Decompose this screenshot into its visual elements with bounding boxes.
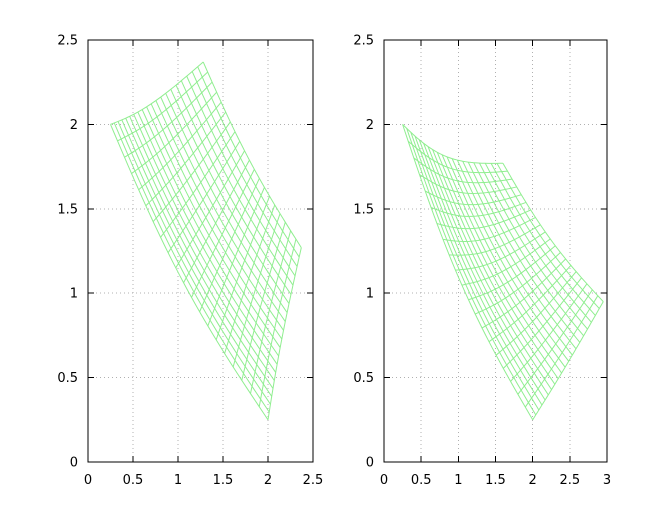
mesh-surface (402, 124, 604, 421)
mesh-column-line (146, 106, 281, 348)
mesh-row-line (258, 239, 297, 407)
mesh-column-line (150, 103, 283, 340)
mesh-column-line (406, 128, 537, 416)
mesh-column-line (418, 139, 546, 401)
mesh-column-line (446, 156, 566, 368)
mesh-row-line (138, 101, 222, 191)
x-tick-label: 0 (380, 473, 388, 488)
mesh-column-line (133, 114, 277, 373)
mesh-column-line (456, 159, 573, 356)
x-tick-label: 1 (174, 473, 182, 488)
y-tick-label: 0 (366, 456, 374, 471)
mesh-column-line (436, 152, 559, 380)
y-tick-label: 1 (366, 287, 374, 302)
mesh-column-line (402, 124, 534, 421)
x-tick-label: 0.5 (411, 473, 432, 488)
mesh-row-line (215, 196, 271, 340)
plot-frame (383, 39, 608, 463)
y-tick-label: 0 (70, 456, 78, 471)
y-tick-label: 2.5 (353, 34, 374, 49)
y-tick-label: 2 (70, 118, 78, 133)
mesh-column-line (113, 122, 270, 413)
mesh-column-line (496, 163, 600, 309)
left-plot-panel: 0 0.5 1 1.5 2 2.5 0 0.5 1 1.5 2 2.5 (57, 34, 323, 489)
mesh-column-line (451, 158, 570, 362)
mesh-column-line (125, 117, 274, 389)
mesh-column-line (141, 109, 280, 357)
mesh-column-line (170, 89, 290, 304)
right-plot-panel: 0 0.5 1 1.5 2 2.5 3 0 0.5 1 1.5 2 2.5 (353, 34, 611, 489)
mesh-column-line (432, 149, 556, 385)
x-tick-label: 1.5 (213, 473, 234, 488)
mesh-column-line (186, 75, 296, 277)
mesh-column-line (410, 132, 540, 411)
mesh-column-line (129, 116, 275, 381)
y-tick-label: 1.5 (353, 202, 374, 217)
x-tick-label: 1 (454, 473, 462, 488)
mesh-column-line (502, 162, 604, 302)
mesh-column-line (155, 100, 284, 331)
y-tick-label: 2.5 (57, 34, 78, 49)
mesh-column-line (117, 121, 271, 405)
x-tick-label: 3 (603, 473, 611, 488)
mesh-column-line (427, 146, 552, 390)
mesh-column-line (484, 163, 592, 323)
y-tick-label: 0.5 (57, 371, 78, 386)
mesh-column-line (423, 143, 549, 396)
mesh-column-line (467, 161, 581, 343)
x-tick-label: 0.5 (123, 473, 144, 488)
mesh-column-line (479, 162, 588, 330)
y-tick-label: 1 (70, 287, 78, 302)
mesh-column-line (110, 124, 269, 421)
y-tick-label: 0.5 (353, 371, 374, 386)
mesh-column-line (137, 111, 278, 365)
y-tick-label: 2 (366, 118, 374, 133)
mesh-column-line (202, 61, 302, 248)
mesh-column-line (490, 163, 596, 316)
mesh-column-line (175, 84, 292, 295)
mesh-column-line (191, 71, 298, 267)
x-tick-label: 2.5 (303, 473, 324, 488)
x-tick-label: 0 (84, 473, 92, 488)
mesh-row-line (488, 265, 572, 343)
x-tick-label: 2.5 (559, 473, 580, 488)
mesh-column-line (160, 96, 286, 322)
mesh-column-line (414, 135, 543, 406)
mesh-column-line (473, 162, 584, 337)
x-tick-label: 1.5 (485, 473, 506, 488)
mesh-surface (110, 61, 302, 421)
mesh-column-line (121, 119, 273, 397)
y-tick-label: 1.5 (57, 202, 78, 217)
plot-frame (87, 39, 314, 463)
x-tick-label: 2 (264, 473, 272, 488)
mesh-column-line (462, 161, 577, 350)
mesh-column-line (441, 154, 563, 374)
mesh-column-line (180, 80, 294, 286)
mesh-column-line (165, 93, 288, 313)
x-tick-label: 2 (529, 473, 537, 488)
mesh-column-line (197, 66, 300, 258)
